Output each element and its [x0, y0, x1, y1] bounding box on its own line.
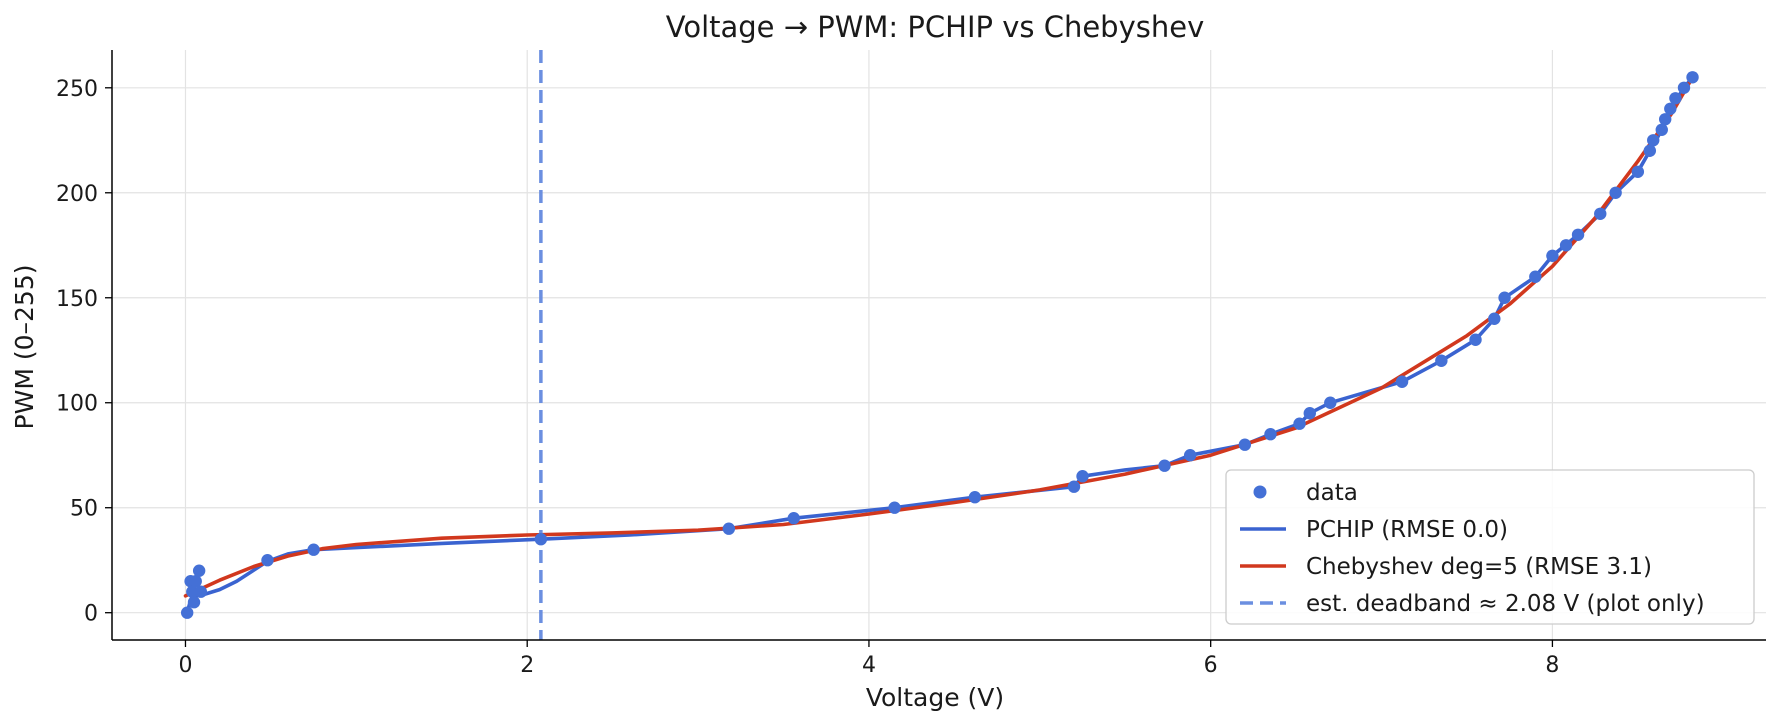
data-point-6 [194, 585, 208, 598]
data-point-12 [888, 501, 901, 514]
data-point-13 [968, 491, 982, 504]
data-point-2 [186, 585, 199, 598]
data-point-34 [1631, 165, 1645, 178]
y-tick-label-4: 200 [56, 182, 98, 207]
data-point-15 [1076, 470, 1089, 483]
chart-title: Voltage → PWM: PCHIP vs Chebyshev [666, 10, 1205, 44]
data-point-5 [192, 564, 206, 577]
data-point-28 [1529, 270, 1542, 283]
data-point-31 [1571, 228, 1585, 241]
data-point-3 [187, 596, 201, 609]
data-point-42 [1686, 71, 1699, 84]
x-axis-label: Voltage (V) [866, 683, 1004, 712]
data-point-19 [1264, 428, 1277, 441]
chebyshev-line [183, 75, 1695, 598]
ticks: 0 2 4 6 8 0 50 100 150 200 250 [56, 77, 1559, 678]
legend-label-deadband: est. deadband ≈ 2.08 V (plot only) [1306, 591, 1705, 617]
x-tick-label-2: 4 [862, 653, 876, 678]
data-point-26 [1488, 312, 1501, 325]
legend: data PCHIP (RMSE 0.0) Chebyshev deg=5 (RMS… [1225, 469, 1755, 625]
data-point-23 [1395, 375, 1409, 388]
data-point-4 [189, 575, 202, 588]
data-point-22 [1324, 396, 1337, 409]
data-point-38 [1658, 113, 1672, 126]
axes [111, 50, 1766, 641]
data-point-18 [1238, 438, 1252, 451]
y-tick-label-3: 150 [56, 287, 98, 312]
data-point-7 [261, 554, 274, 567]
data-point-35 [1643, 144, 1657, 157]
grid [112, 50, 1766, 640]
data-point-8 [307, 543, 320, 556]
y-tick-label-2: 100 [56, 392, 98, 417]
data-point-9 [534, 533, 548, 546]
x-tick-label-3: 6 [1204, 653, 1218, 678]
x-tick-label-1: 2 [520, 653, 534, 678]
y-tick-label-5: 250 [56, 77, 98, 102]
data-point-10 [722, 522, 736, 535]
y-tick-label-1: 50 [70, 497, 98, 522]
data-point-14 [1067, 480, 1081, 493]
y-tick-label-0: 0 [84, 602, 98, 627]
data-point-20 [1293, 417, 1306, 430]
data-point-16 [1158, 459, 1171, 472]
data-point-30 [1559, 239, 1573, 252]
legend-label-data: data [1306, 480, 1358, 506]
data-point-17 [1183, 449, 1197, 462]
y-axis-label: PWM (0–255) [10, 265, 39, 430]
x-tick-label-4: 8 [1545, 653, 1559, 678]
data-point-40 [1669, 92, 1682, 105]
data-point-24 [1435, 354, 1448, 367]
data-point-36 [1647, 134, 1660, 147]
data-point-25 [1469, 333, 1482, 346]
data-point-37 [1655, 123, 1668, 136]
legend-label-chebyshev: Chebyshev deg=5 (RMSE 3.1) [1306, 554, 1652, 580]
plot-series [180, 50, 1699, 640]
data-point-29 [1546, 249, 1559, 262]
data-point-21 [1303, 407, 1316, 420]
data-point-11 [787, 512, 800, 525]
legend-label-pchip: PCHIP (RMSE 0.0) [1306, 517, 1508, 543]
data-point-27 [1498, 291, 1511, 304]
data-point-33 [1609, 186, 1622, 199]
legend-box [1225, 469, 1755, 625]
legend-marker-data [1253, 485, 1267, 499]
data-point-32 [1594, 207, 1607, 220]
x-tick-label-0: 0 [178, 653, 192, 678]
data-point-39 [1664, 102, 1677, 115]
data-point-0 [180, 606, 194, 619]
data-point-41 [1677, 81, 1691, 94]
